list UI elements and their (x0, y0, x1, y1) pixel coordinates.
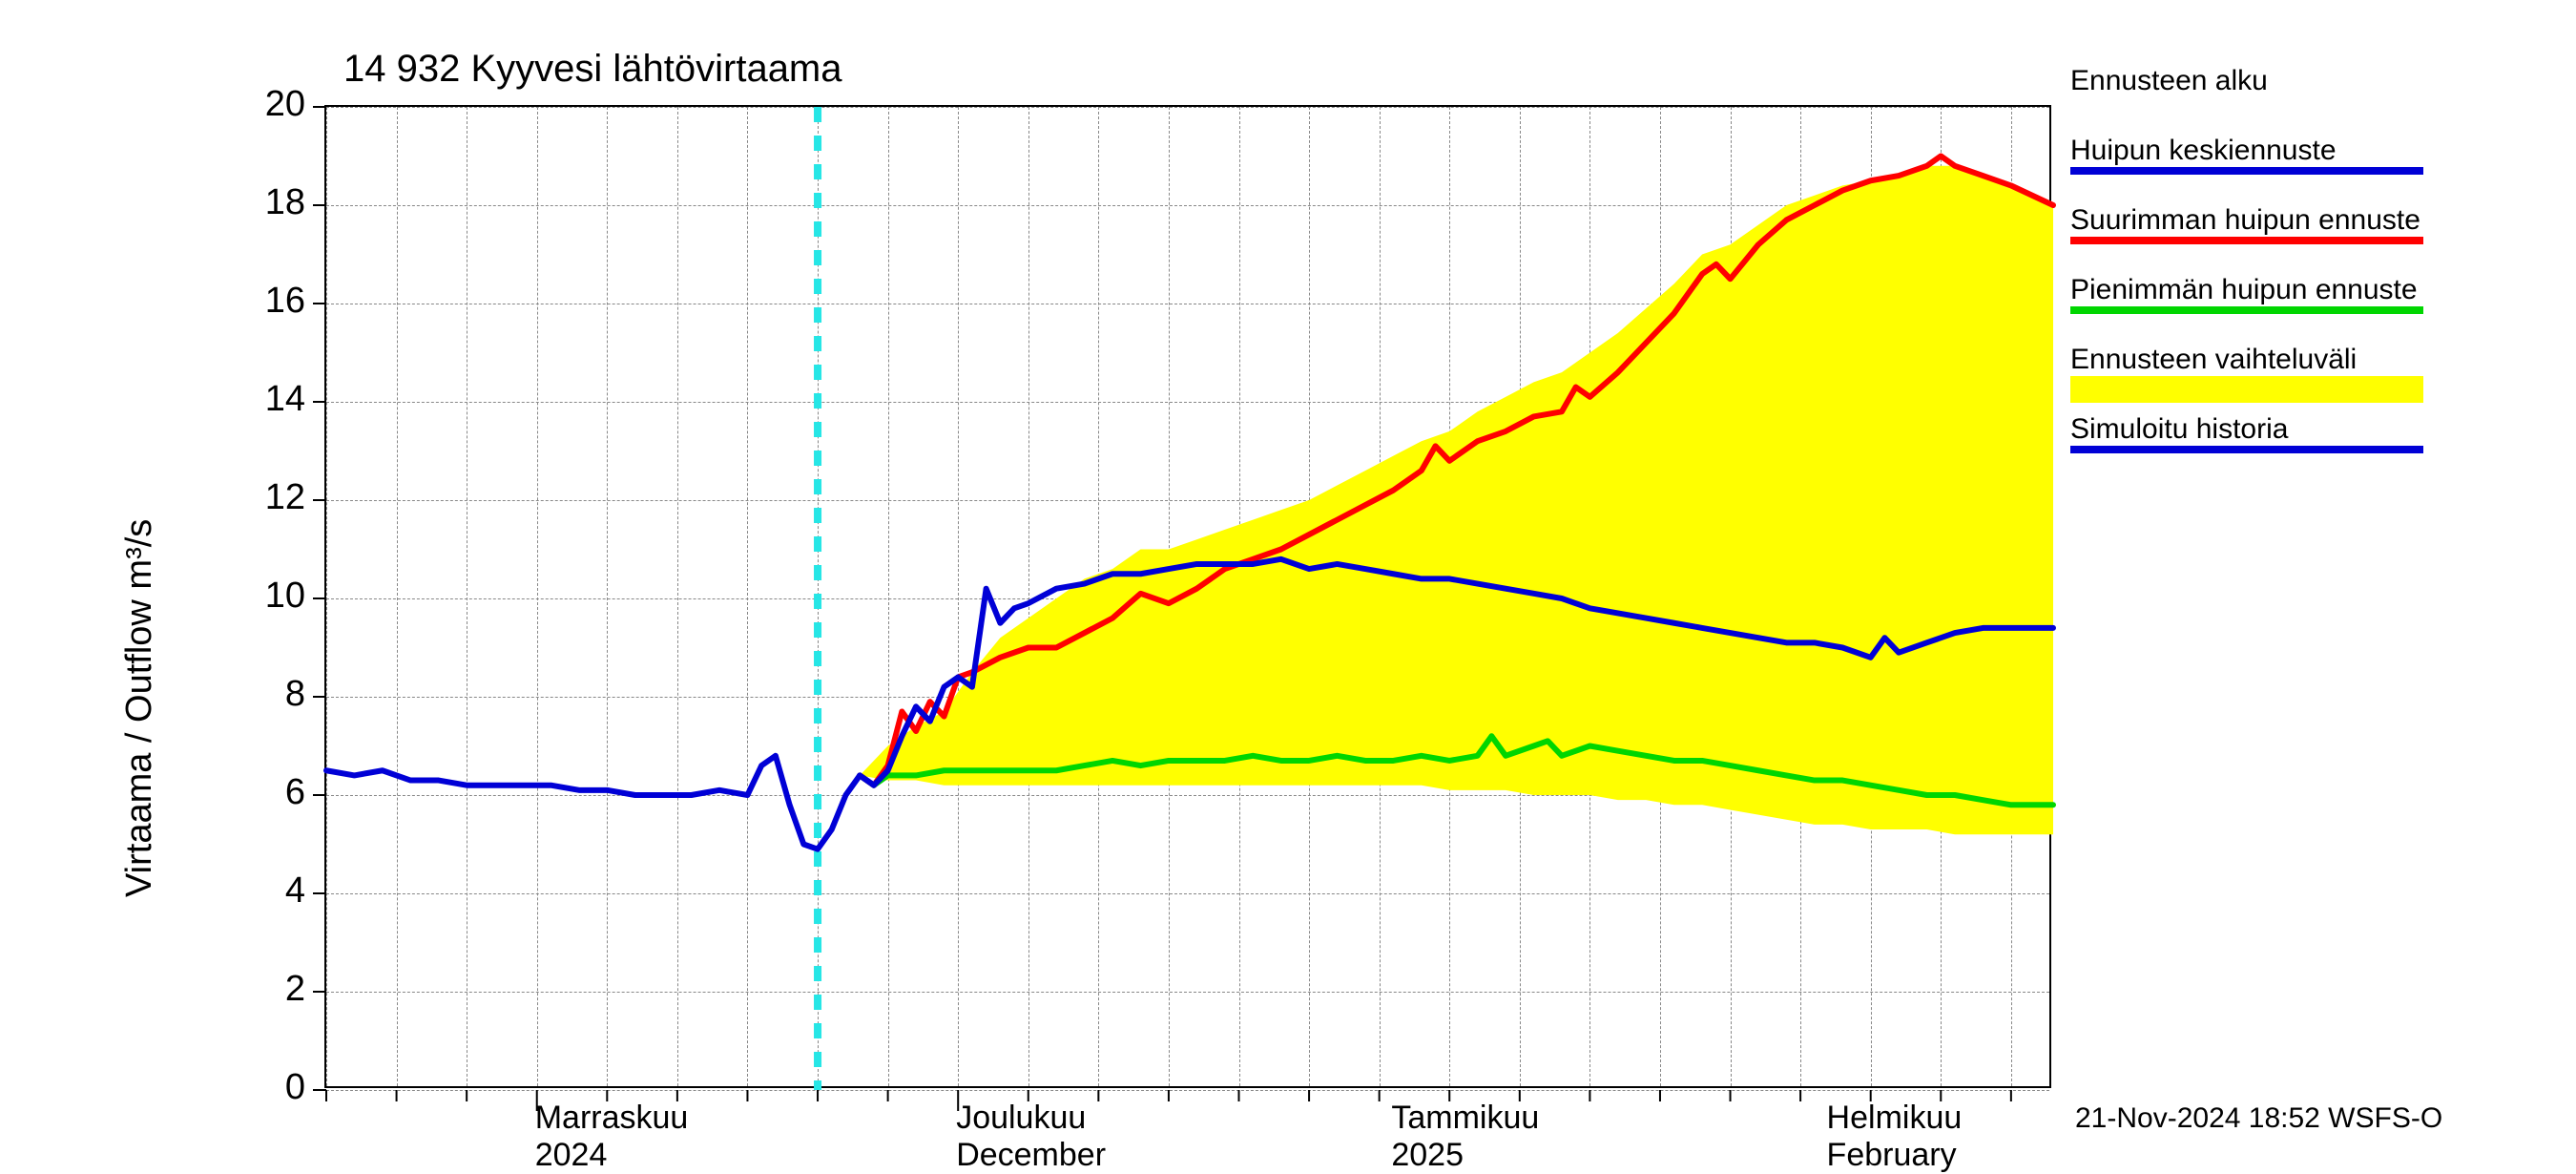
y-tick: 12 (248, 477, 305, 518)
legend-label: Pienimmän huipun ennuste (2070, 276, 2423, 304)
legend-label: Ennusteen vaihteluväli (2070, 346, 2423, 374)
chart-series (326, 107, 2053, 1090)
legend-item: Huipun keskiennuste (2070, 136, 2423, 182)
legend-label: Suurimman huipun ennuste (2070, 206, 2423, 235)
plot-area (324, 105, 2051, 1088)
legend-item: Ennusteen alku (2070, 67, 2423, 113)
forecast-range-fill (860, 166, 2053, 834)
x-tick: Joulukuu December (956, 1100, 1106, 1174)
legend-label: Simuloitu historia (2070, 415, 2423, 444)
y-tick: 20 (248, 84, 305, 125)
simulated-history-line (326, 756, 874, 849)
y-tick: 2 (248, 969, 305, 1010)
legend: Ennusteen alku Huipun keskiennuste Suurimm… (2070, 67, 2423, 485)
y-tick: 18 (248, 182, 305, 223)
y-tick: 0 (248, 1067, 305, 1108)
legend-item: Pienimmän huipun ennuste (2070, 276, 2423, 322)
legend-item: Simuloitu historia (2070, 415, 2423, 461)
y-tick: 14 (248, 379, 305, 420)
chart-title: 14 932 Kyyvesi lähtövirtaama (343, 48, 842, 91)
legend-marker (2070, 237, 2423, 244)
legend-marker (2070, 306, 2423, 314)
legend-item: Ennusteen vaihteluväli (2070, 346, 2423, 391)
y-tick: 16 (248, 281, 305, 322)
y-tick: 8 (248, 674, 305, 715)
legend-marker (2070, 376, 2423, 403)
x-tick: Helmikuu February (1827, 1100, 1963, 1174)
footer-timestamp: 21-Nov-2024 18:52 WSFS-O (2075, 1102, 2442, 1135)
y-tick: 10 (248, 576, 305, 617)
legend-marker (2070, 446, 2423, 453)
legend-label: Ennusteen alku (2070, 67, 2423, 95)
y-tick: 6 (248, 772, 305, 813)
legend-item: Suurimman huipun ennuste (2070, 206, 2423, 252)
outflow-forecast-chart: 14 932 Kyyvesi lähtövirtaama Virtaama / … (0, 0, 2576, 1145)
x-tick: Marraskuu 2024 (535, 1100, 689, 1174)
legend-label: Huipun keskiennuste (2070, 136, 2423, 165)
y-axis-label: Virtaama / Outflow m³/s (119, 519, 160, 897)
legend-marker (2070, 167, 2423, 175)
y-tick: 4 (248, 870, 305, 912)
x-tick: Tammikuu 2025 (1391, 1100, 1539, 1174)
